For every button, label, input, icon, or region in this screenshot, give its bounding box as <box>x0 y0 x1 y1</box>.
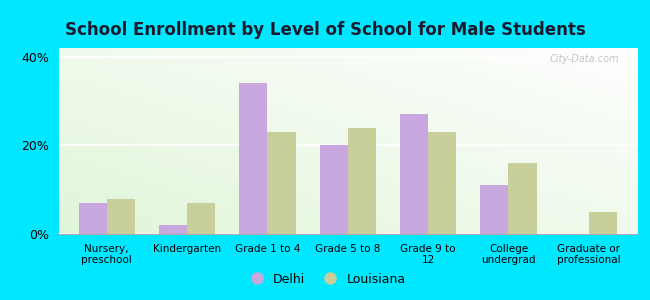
Bar <box>400 114 428 234</box>
Bar <box>79 203 107 234</box>
Bar <box>480 185 508 234</box>
Bar <box>239 83 267 234</box>
Text: City-Data.com: City-Data.com <box>550 54 619 64</box>
Bar <box>187 203 215 234</box>
Text: School Enrollment by Level of School for Male Students: School Enrollment by Level of School for… <box>64 21 586 39</box>
Bar <box>267 132 296 234</box>
Bar <box>107 199 135 234</box>
Bar <box>508 163 536 234</box>
Bar <box>320 146 348 234</box>
Legend: Delhi, Louisiana: Delhi, Louisiana <box>239 268 411 291</box>
Bar <box>428 132 456 234</box>
Bar <box>159 225 187 234</box>
Bar <box>589 212 617 234</box>
Bar <box>348 128 376 234</box>
